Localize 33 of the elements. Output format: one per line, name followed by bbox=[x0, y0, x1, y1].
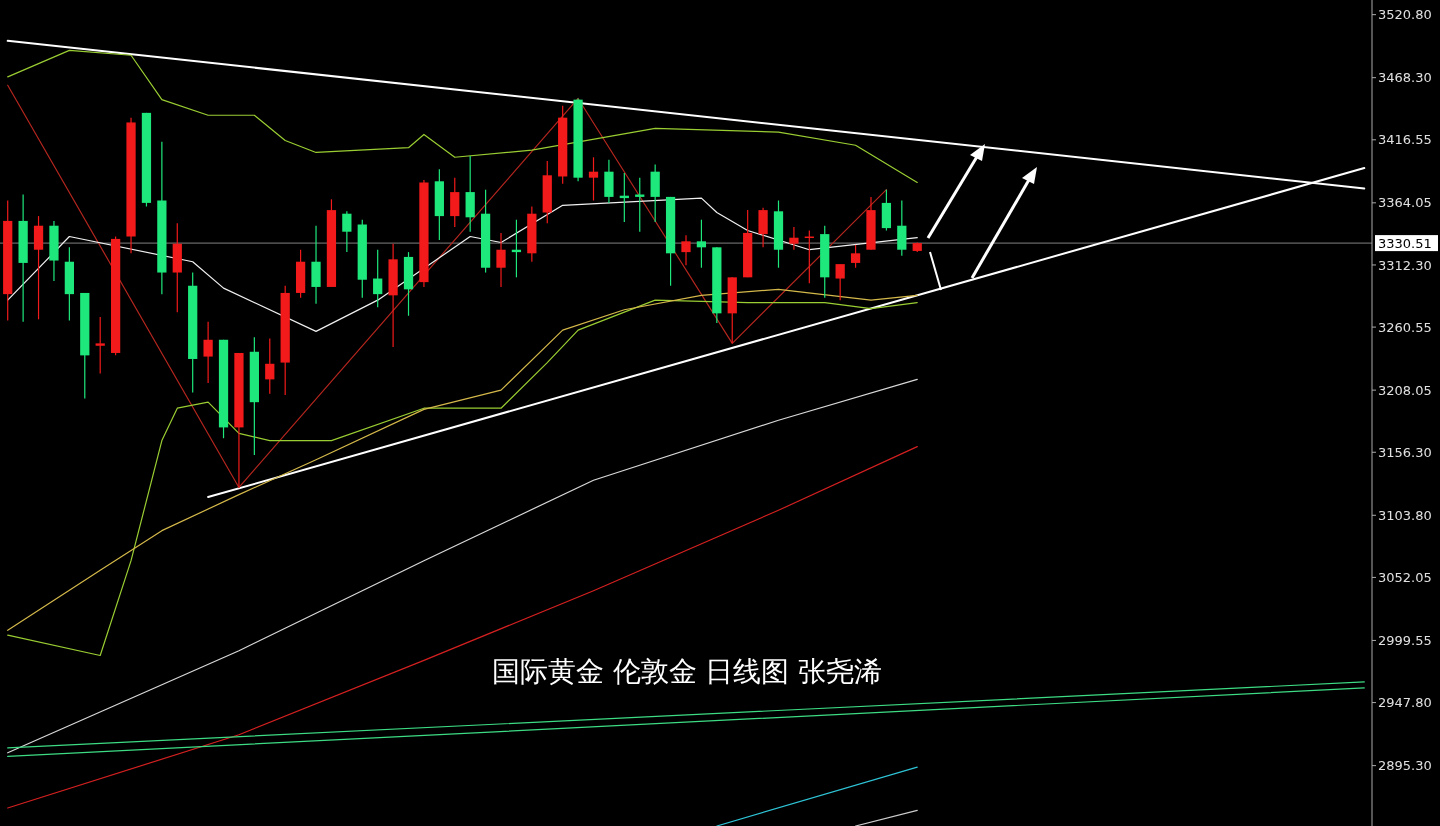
y-tick-label: 3052.05 bbox=[1378, 569, 1432, 585]
line-series bbox=[7, 378, 918, 754]
line-series bbox=[7, 197, 918, 332]
y-tick-label: 2999.55 bbox=[1378, 633, 1432, 648]
candlestick bbox=[696, 219, 707, 269]
candlestick bbox=[789, 226, 799, 251]
y-tick-label: 2947.80 bbox=[1378, 695, 1432, 711]
candlestick bbox=[635, 177, 645, 233]
y-tick-label: 2895.30 bbox=[1378, 758, 1432, 774]
candlestick bbox=[203, 321, 213, 384]
y-tick-label: 3260.55 bbox=[1378, 319, 1432, 335]
line-series bbox=[7, 446, 918, 809]
candlestick bbox=[850, 244, 861, 269]
y-tick-label: 3416.55 bbox=[1378, 132, 1432, 148]
candlestick bbox=[681, 234, 691, 266]
y-tick-label: 3208.05 bbox=[1378, 382, 1432, 398]
candlestick bbox=[342, 210, 352, 253]
y-tick-label: 3312.30 bbox=[1378, 257, 1432, 273]
y-tick-label: 3468.30 bbox=[1378, 70, 1432, 86]
y-tick-label: 3364.05 bbox=[1378, 195, 1432, 211]
y-tick-label: 3520.80 bbox=[1378, 7, 1432, 23]
candlestick bbox=[95, 316, 105, 374]
y-tick-label: 3103.80 bbox=[1378, 507, 1432, 523]
y-tick-label: 3156.30 bbox=[1378, 444, 1432, 460]
annotation: 国际黄金 伦敦金 日线图 张尧浠 bbox=[491, 655, 883, 688]
candlestick bbox=[265, 337, 275, 395]
line-series bbox=[7, 84, 887, 489]
ref-line-label: 3330.51 bbox=[1378, 235, 1432, 251]
candlestick bbox=[835, 263, 845, 301]
candlestick bbox=[373, 249, 383, 308]
line-series bbox=[7, 49, 918, 184]
candlestick bbox=[588, 156, 599, 202]
candlestick bbox=[496, 232, 506, 288]
